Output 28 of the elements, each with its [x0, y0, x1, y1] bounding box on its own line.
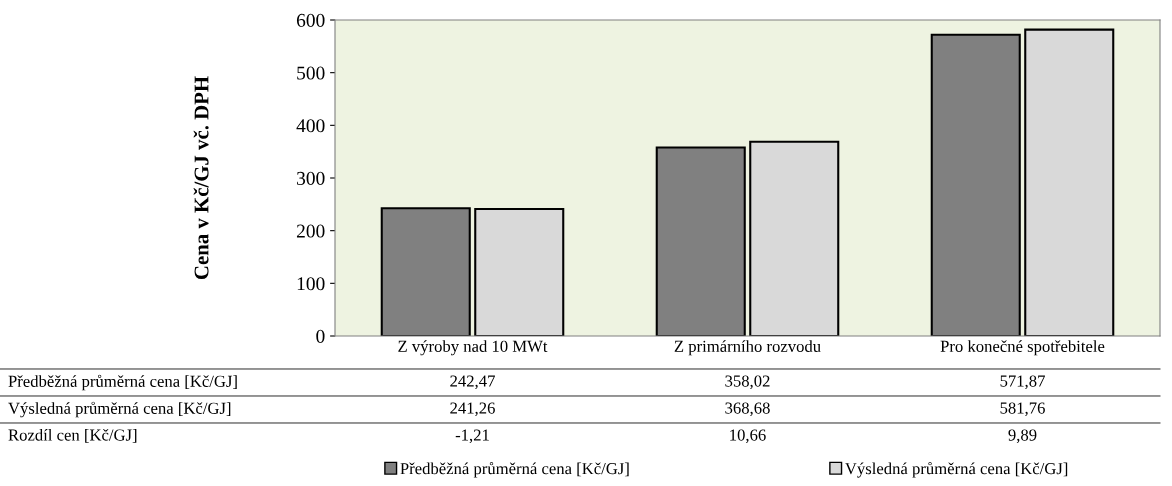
x-tick-label: Z výroby nad 10 MWt — [398, 340, 548, 356]
y-tick-label: 100 — [297, 277, 325, 291]
bar — [474, 207, 565, 336]
x-tick-label: Z primárního rozvodu — [674, 340, 821, 356]
bar — [1024, 28, 1115, 336]
text: Rozdíl cen [Kč/GJ] — [8, 428, 137, 443]
text: 9,89 — [1008, 429, 1037, 444]
data-label: 242,47 — [450, 375, 495, 390]
text: -1,21 — [455, 429, 489, 444]
y-tick-label: 200 — [296, 224, 325, 238]
y-tick-label: 500 — [297, 66, 325, 80]
data-label: 368,68 — [725, 402, 770, 417]
bar — [749, 140, 840, 336]
y-tick-label: 600 — [296, 13, 325, 27]
y-tick-label: 300 — [297, 171, 325, 185]
y-tick-label: 0 — [316, 329, 325, 343]
text: 10,66 — [730, 429, 766, 444]
data-label: 358,02 — [725, 375, 770, 390]
legend-label: Předběžná průměrná cena [Kč/GJ] — [400, 462, 629, 478]
y-axis-title: Cena v Kč/GJ vč. DPH — [193, 76, 209, 280]
x-tick-label: Pro konečné spotřebitele — [940, 340, 1105, 356]
legend-label: Výsledná průměrná cena [Kč/GJ] — [845, 462, 1068, 478]
data-label: 581,76 — [1000, 402, 1045, 417]
text: Předběžná průměrná cena [Kč/GJ] — [8, 374, 237, 391]
data-label: 571,87 — [1000, 375, 1045, 390]
text: Výsledná průměrná cena [Kč/GJ] — [8, 401, 231, 418]
data-label: 241,26 — [450, 402, 495, 417]
y-tick-label: 400 — [296, 119, 325, 133]
